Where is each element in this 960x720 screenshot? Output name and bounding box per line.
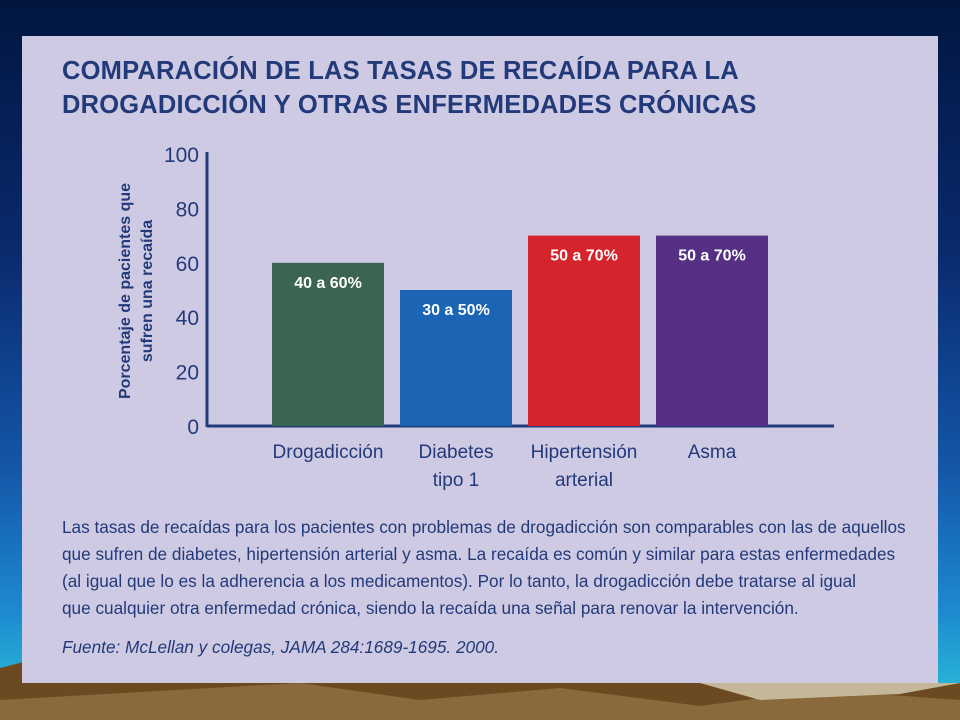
chart-title: COMPARACIÓN DE LAS TASAS DE RECAÍDA PARA… (62, 54, 922, 122)
y-axis-title-line-2: sufren una recaída (139, 220, 156, 362)
bar-value-label-4: 50 a 70% (678, 248, 746, 265)
y-tick-label-2: 40 (176, 307, 199, 330)
bar-2 (400, 290, 512, 426)
chart-panel: COMPARACIÓN DE LAS TASAS DE RECAÍDA PARA… (22, 36, 938, 683)
y-tick-label-3: 60 (176, 253, 199, 276)
caption-line-4: que cualquier otra enfermedad crónica, s… (62, 598, 799, 618)
title-line-1: COMPARACIÓN DE LAS TASAS DE RECAÍDA PARA… (62, 57, 739, 85)
x-tick-label-2-line-1: Diabetes (419, 442, 494, 463)
bar-value-label-1: 40 a 60% (294, 275, 362, 292)
y-tick-label-0: 0 (187, 416, 199, 439)
y-axis-title-line-1: Porcentaje de pacientes que (117, 183, 134, 399)
x-tick-label-2-line-2: tipo 1 (433, 470, 479, 491)
bar-4 (656, 235, 768, 426)
bar-1 (272, 262, 384, 426)
y-tick-label-1: 20 (176, 362, 199, 385)
bar-3 (528, 235, 640, 426)
x-tick-label-3-line-2: arterial (555, 470, 613, 491)
y-tick-label-5: 100 (164, 144, 199, 167)
caption-line-2: que sufren de diabetes, hipertensión art… (62, 544, 896, 564)
x-tick-label-3-line-1: Hipertensión (531, 442, 638, 463)
caption-line-3: (al igual que lo es la adherencia a los … (62, 571, 856, 591)
source-citation: Fuente: McLellan y colegas, JAMA 284:168… (62, 637, 499, 657)
chart-caption: Las tasas de recaídas para los pacientes… (62, 514, 922, 622)
y-tick-label-4: 80 (176, 198, 199, 221)
bar-chart: 0 20 40 60 80 100 Porcentaje de pacientes que s… (117, 144, 834, 491)
x-tick-label-4-line-1: Asma (688, 442, 737, 463)
bar-value-label-3: 50 a 70% (550, 248, 618, 265)
caption-line-1: Las tasas de recaídas para los pacientes… (62, 517, 906, 537)
x-tick-label-1-line-1: Drogadicción (273, 442, 384, 463)
bar-value-label-2: 30 a 50% (422, 302, 490, 319)
title-line-2: DROGADICCIÓN Y OTRAS ENFERMEDADES CRÓNIC… (62, 91, 757, 119)
